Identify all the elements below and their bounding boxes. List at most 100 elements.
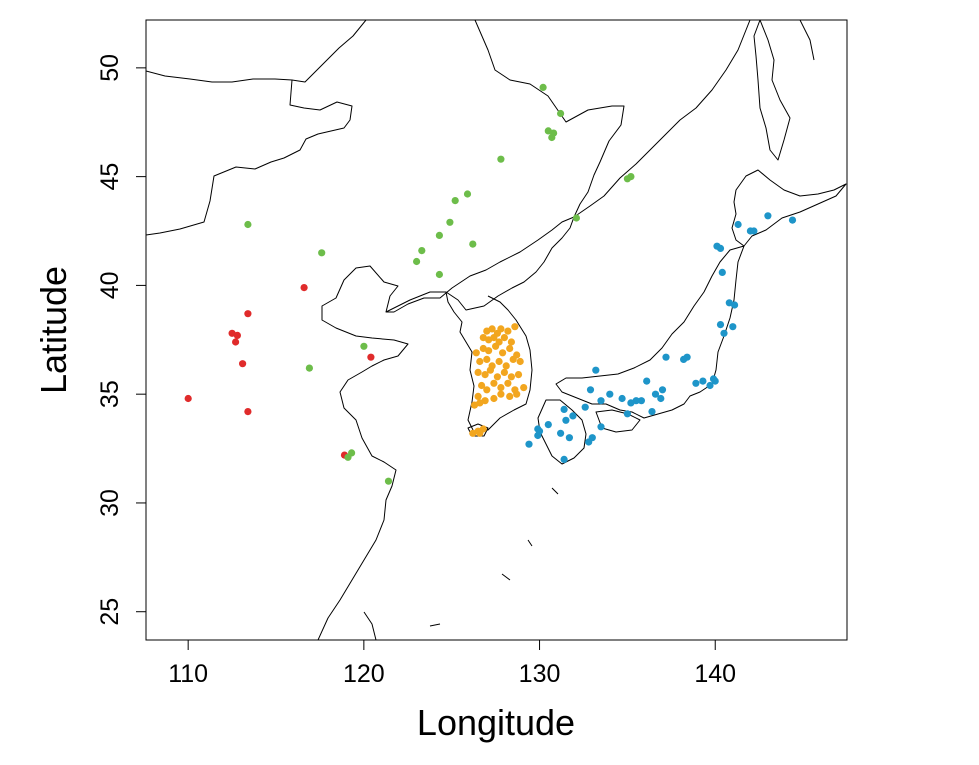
data-point-series-2-39 xyxy=(520,384,528,392)
data-point-series-0-5 xyxy=(239,360,247,368)
coast-russia-far-east xyxy=(573,20,751,218)
data-point-series-1-14 xyxy=(469,240,477,248)
data-point-series-2-43 xyxy=(497,390,505,398)
data-point-series-1-7 xyxy=(413,257,421,266)
data-point-series-3-30 xyxy=(581,403,589,411)
x-axis: 110 120 130 140 xyxy=(168,640,736,688)
data-point-series-3-41 xyxy=(560,455,568,463)
data-point-series-3-8 xyxy=(731,301,739,309)
data-point-series-0-1 xyxy=(244,310,252,318)
y-axis: 25 30 35 40 45 50 xyxy=(96,54,146,626)
data-point-series-1-10 xyxy=(435,231,443,239)
border-mongolia-china xyxy=(146,70,353,236)
data-point-series-3-5 xyxy=(788,216,797,224)
data-point-series-2-27 xyxy=(481,371,489,379)
data-point-series-2-30 xyxy=(500,368,508,376)
data-point-series-3-28 xyxy=(597,397,605,405)
data-point-series-3-6 xyxy=(718,268,726,276)
data-point-series-3-16 xyxy=(662,353,670,361)
data-point-series-2-47 xyxy=(476,399,484,407)
data-point-series-2-17 xyxy=(506,344,514,353)
data-point-series-2-11 xyxy=(507,338,515,346)
data-point-series-2-45 xyxy=(513,390,521,398)
data-point-series-2-12 xyxy=(472,349,480,357)
data-point-series-3-43 xyxy=(648,408,656,416)
coast-sakhalin xyxy=(753,20,791,161)
data-point-series-3-48 xyxy=(597,423,605,431)
coast-islands-south xyxy=(429,487,559,627)
x-tick-label: 140 xyxy=(694,660,736,688)
data-point-series-0-7 xyxy=(300,284,308,292)
data-point-series-2-34 xyxy=(483,386,491,394)
border-russia-china-ne xyxy=(291,20,367,83)
data-point-series-3-1 xyxy=(716,244,725,252)
data-point-series-2-37 xyxy=(504,379,512,387)
data-point-series-2-31 xyxy=(507,373,515,381)
data-point-series-0-4 xyxy=(232,338,240,346)
data-point-series-2-3 xyxy=(497,325,505,333)
data-point-series-2-32 xyxy=(514,371,523,379)
data-point-series-2-5 xyxy=(511,323,519,331)
data-point-series-1-13 xyxy=(463,190,472,198)
coast-honshu xyxy=(555,245,745,419)
data-point-series-1-5 xyxy=(348,449,356,457)
x-axis-title: Longitude xyxy=(417,702,575,743)
data-point-series-0-6 xyxy=(244,408,252,416)
y-tick-label: 30 xyxy=(96,489,124,517)
coast-china-east xyxy=(317,216,575,640)
data-point-series-3-18 xyxy=(651,390,660,398)
x-tick-label: 130 xyxy=(519,660,561,688)
data-point-series-1-12 xyxy=(451,197,459,205)
y-tick-label: 35 xyxy=(96,380,124,408)
data-point-series-2-51 xyxy=(476,429,484,437)
data-point-series-2-29 xyxy=(493,373,501,381)
data-point-series-2-19 xyxy=(476,357,484,366)
data-point-series-1-17 xyxy=(557,109,565,118)
data-point-series-2-28 xyxy=(486,366,494,374)
y-axis-title: Latitude xyxy=(33,266,74,394)
data-point-series-1-11 xyxy=(446,218,454,226)
data-point-series-3-21 xyxy=(637,397,646,405)
data-point-series-1-8 xyxy=(418,247,426,255)
data-point-series-3-32 xyxy=(560,405,568,413)
border-china-korea xyxy=(385,216,575,313)
data-point-series-3-42 xyxy=(623,410,632,418)
data-point-series-2-36 xyxy=(497,384,505,392)
data-point-series-2-22 xyxy=(495,357,503,366)
data-point-series-3-45 xyxy=(706,381,714,390)
data-point-series-3-49 xyxy=(534,425,542,433)
data-point-series-3-20 xyxy=(643,377,651,385)
data-point-series-3-9 xyxy=(729,323,737,331)
data-point-series-3-19 xyxy=(657,394,665,403)
x-tick-label: 110 xyxy=(168,660,208,688)
data-point-series-2-1 xyxy=(488,325,496,333)
data-point-series-3-38 xyxy=(565,434,574,442)
data-point-series-2-33 xyxy=(478,381,486,390)
data-point-series-1-1 xyxy=(318,249,326,257)
plot-frame xyxy=(145,19,848,641)
data-point-series-3-3 xyxy=(750,227,758,235)
data-point-series-3-12 xyxy=(711,377,719,385)
data-point-series-3-4 xyxy=(764,212,772,220)
y-tick-label: 50 xyxy=(96,54,124,82)
data-point-series-3-10 xyxy=(716,321,725,329)
data-point-series-2-4 xyxy=(504,327,512,335)
data-point-series-3-31 xyxy=(562,416,570,424)
x-tick-label: 120 xyxy=(343,660,385,688)
data-point-series-2-26 xyxy=(474,368,482,376)
data-point-series-1-0 xyxy=(244,220,252,229)
coast-shikoku xyxy=(595,409,641,433)
data-point-series-0-9 xyxy=(367,353,375,361)
data-point-series-3-23 xyxy=(627,399,635,407)
y-tick-label: 25 xyxy=(96,598,124,626)
data-point-series-3-25 xyxy=(606,390,614,398)
data-point-series-1-6 xyxy=(384,477,393,485)
data-point-series-2-14 xyxy=(485,347,493,355)
data-point-series-3-35 xyxy=(534,431,542,440)
data-point-series-2-24 xyxy=(509,355,517,363)
data-point-series-2-25 xyxy=(516,357,524,366)
coast-taiwan-edge xyxy=(363,611,377,640)
data-point-series-2-40 xyxy=(474,392,482,400)
data-point-series-3-47 xyxy=(734,220,742,229)
data-point-series-3-24 xyxy=(618,394,626,403)
